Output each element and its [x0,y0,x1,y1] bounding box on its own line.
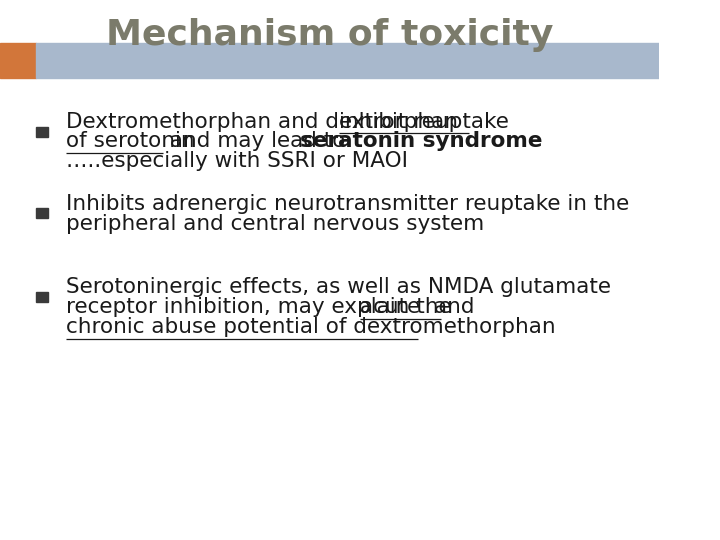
Text: seratonin syndrome: seratonin syndrome [300,131,542,152]
Text: Serotoninergic effects, as well as NMDA glutamate: Serotoninergic effects, as well as NMDA … [66,277,611,298]
Text: of serotonin: of serotonin [66,131,194,152]
Text: chronic abuse potential of dextromethorphan: chronic abuse potential of dextromethorp… [66,317,556,338]
Text: …..especially with SSRI or MAOI: …..especially with SSRI or MAOI [66,151,408,172]
Bar [36,43,659,78]
Bar [36,292,48,302]
Bar [36,127,48,137]
Text: inhibit reuptake: inhibit reuptake [339,111,509,132]
Text: Dextromethorphan and dextrorphan: Dextromethorphan and dextrorphan [66,111,465,132]
Text: acute  and: acute and [361,297,475,318]
Text: Inhibits adrenergic neurotransmitter reuptake in the: Inhibits adrenergic neurotransmitter reu… [66,194,629,214]
Bar [0,43,36,78]
Text: receptor inhibition, may explain the: receptor inhibition, may explain the [66,297,459,318]
Text: and may lead to: and may lead to [163,131,353,152]
Bar [36,208,48,218]
Text: peripheral and central nervous system: peripheral and central nervous system [66,214,484,234]
Text: Mechanism of toxicity: Mechanism of toxicity [106,18,553,52]
